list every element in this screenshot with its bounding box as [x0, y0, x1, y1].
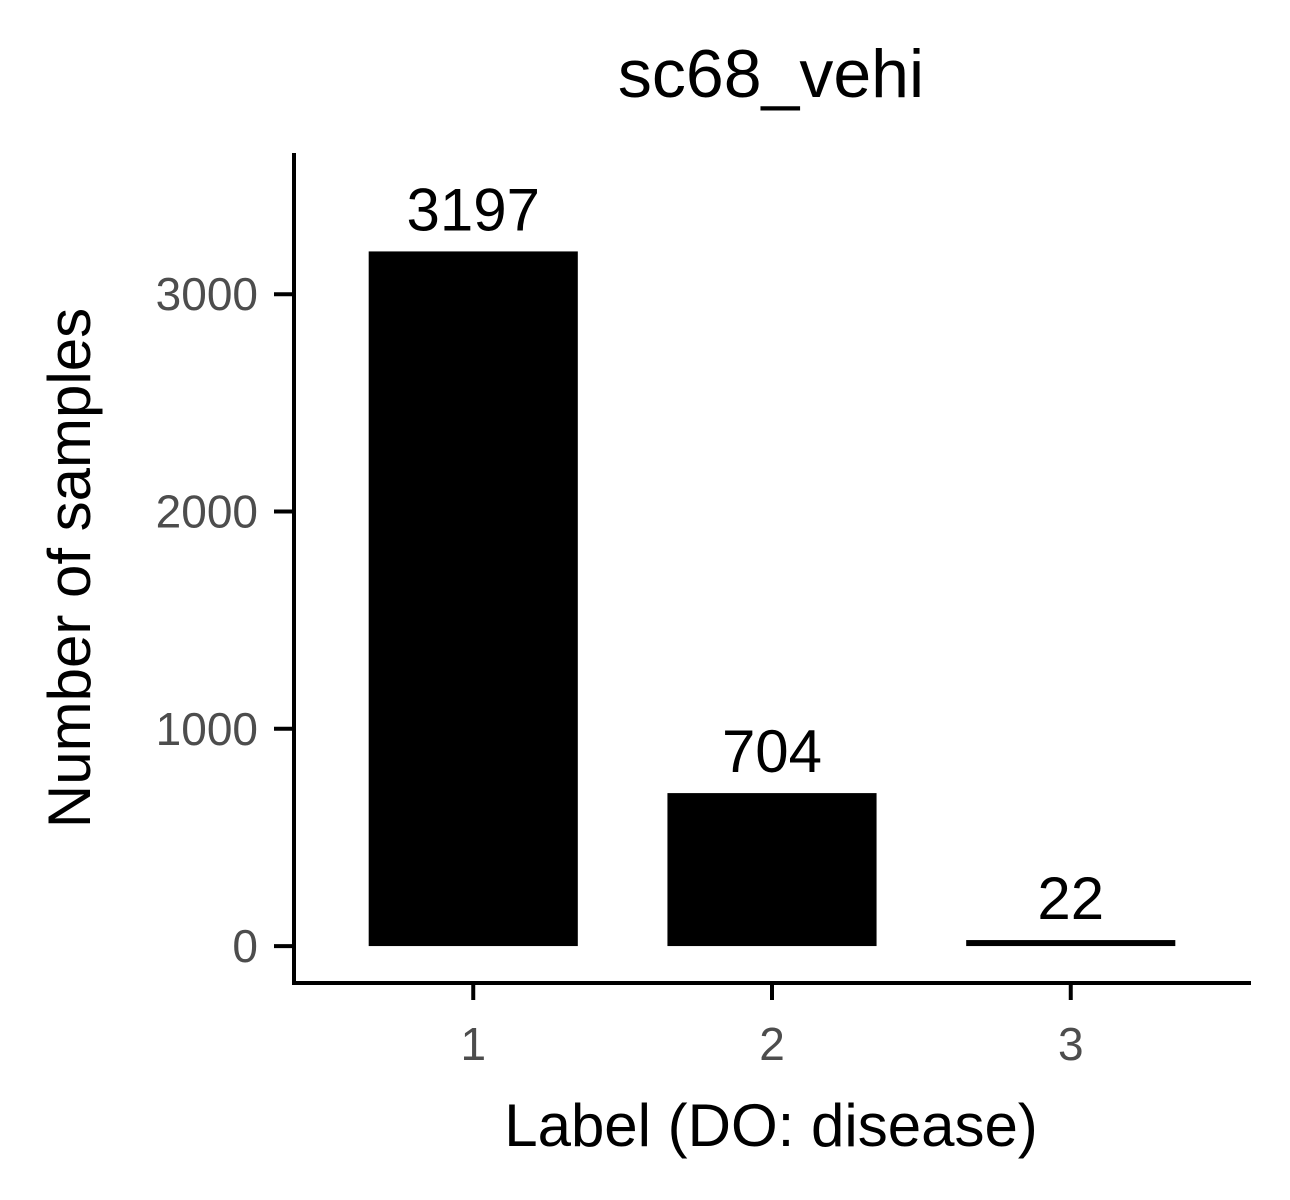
bar-3 [966, 940, 1176, 947]
x-tick-label: 2 [759, 1018, 785, 1070]
x-ticks: 1 2 3 [460, 983, 1084, 1070]
y-tick-label: 0 [232, 920, 258, 972]
data-label-2: 704 [722, 718, 822, 785]
x-tick-label: 3 [1058, 1018, 1084, 1070]
y-tick-label: 1000 [156, 703, 258, 755]
x-axis-label: Label (DO: disease) [504, 1092, 1038, 1159]
data-label-3: 22 [1037, 865, 1104, 932]
y-axis-label: Number of samples [36, 308, 103, 828]
y-tick-label: 2000 [156, 486, 258, 538]
bars [368, 251, 1176, 947]
x-tick-label: 1 [460, 1018, 486, 1070]
bar-1 [368, 251, 578, 947]
data-label-1: 3197 [407, 176, 540, 243]
data-labels: 3197 704 22 [407, 176, 1105, 932]
bar-2 [667, 793, 877, 947]
chart-title: sc68_vehi [618, 36, 924, 112]
y-ticks: 0 1000 2000 3000 [156, 268, 294, 972]
y-tick-label: 3000 [156, 268, 258, 320]
